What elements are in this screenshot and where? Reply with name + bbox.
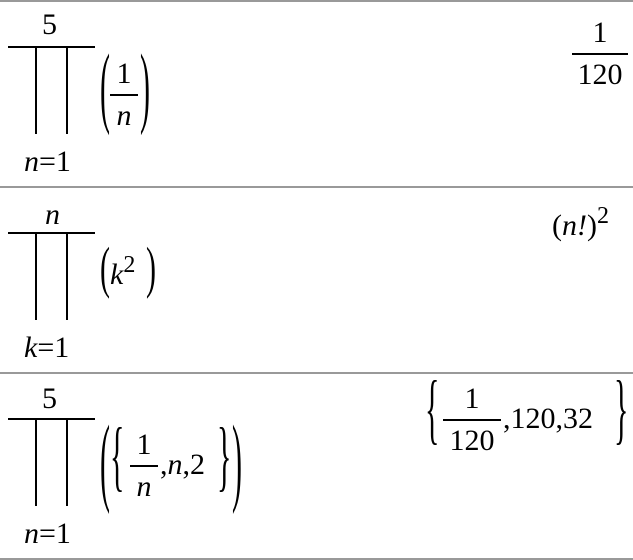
product-symbol-bar [8,46,95,48]
right-brace: } [217,413,232,500]
result-rest: ,120,32 [503,402,593,435]
result-left-brace: { [425,366,440,453]
product-symbol-bar [8,418,95,420]
result-fraction: 1 120 [572,18,628,90]
result-right-brace: } [614,366,629,453]
left-paren: ( [100,407,110,517]
right-paren: ) [146,237,156,300]
separator [0,186,633,188]
product-symbol-bar [8,232,95,234]
power-expression: k2 [110,252,136,291]
product-symbol-leg [66,418,68,506]
product-upper-limit: 5 [42,382,57,415]
product-symbol-leg [66,46,68,134]
left-paren: ( [100,38,110,137]
right-paren: ) [232,407,242,517]
left-brace: { [110,413,125,500]
product-symbol-leg [35,232,37,320]
list-items: ,n,2 [160,448,205,481]
entry-2[interactable]: n k=1 ( k2 ) (n!)2 [0,188,633,374]
separator [0,0,633,2]
result-fraction: 1 120 [443,384,501,456]
left-paren: ( [100,237,110,300]
product-upper-limit: n [45,198,60,231]
separator [0,372,633,374]
product-symbol-leg [35,418,37,506]
right-paren: ) [140,38,150,137]
product-lower-limit: n=1 [24,145,71,178]
product-symbol-leg [35,46,37,134]
result: (n!)2 [552,203,609,242]
separator [0,558,633,560]
product-symbol-leg [66,232,68,320]
product-lower-limit: n=1 [24,517,71,550]
product-lower-limit: k=1 [24,331,70,364]
product-upper-limit: 5 [42,8,57,41]
